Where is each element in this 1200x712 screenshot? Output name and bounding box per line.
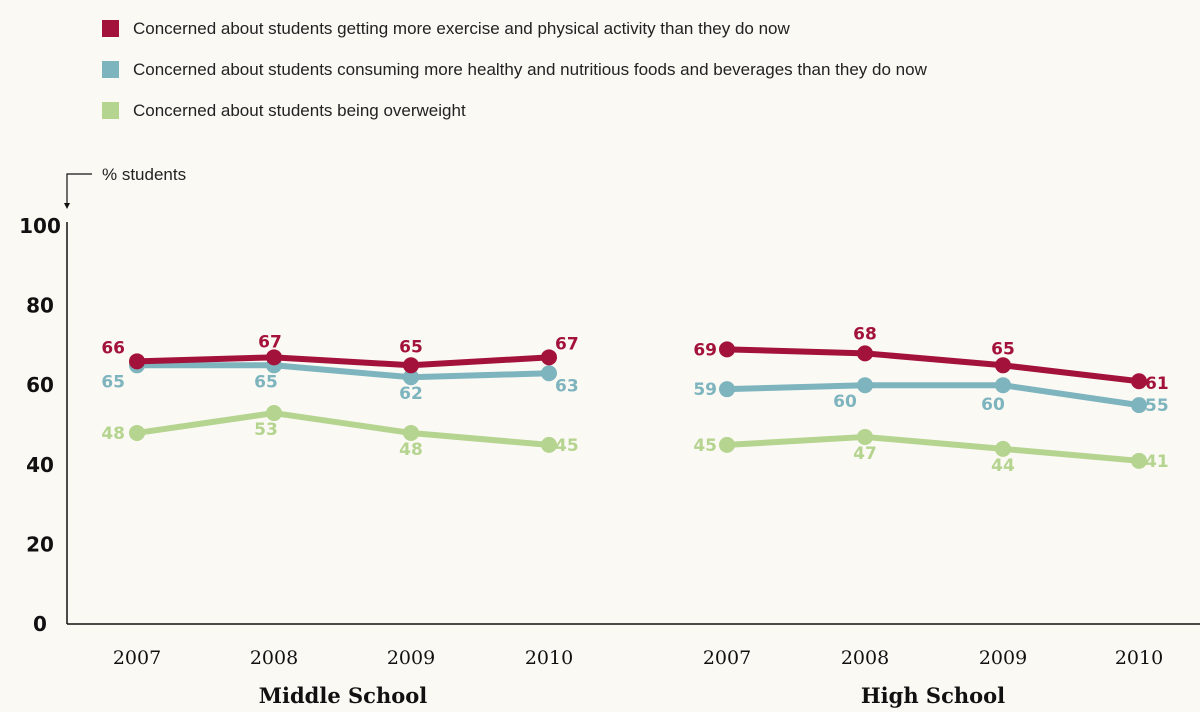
- data-point-overweight: [1131, 452, 1147, 469]
- group-label: Middle School: [259, 683, 427, 708]
- x-tick-label: 2007: [113, 647, 161, 669]
- x-tick-label: 2008: [841, 647, 889, 669]
- data-point-exercise: [719, 341, 735, 358]
- series-line-nutrition: [134, 362, 552, 381]
- data-point-overweight: [129, 424, 145, 441]
- y-tick-label: 100: [19, 214, 61, 238]
- data-label-exercise: 65: [991, 339, 1015, 359]
- data-label-overweight: 45: [693, 436, 717, 456]
- series-line-overweight: [134, 410, 552, 448]
- y-tick-label: 60: [26, 373, 54, 397]
- data-label-overweight: 48: [399, 440, 423, 460]
- legend-item-exercise: Concerned about students getting more ex…: [102, 8, 927, 49]
- data-point-nutrition: [995, 377, 1011, 394]
- data-label-nutrition: 59: [693, 380, 717, 400]
- legend-item-overweight: Concerned about students being overweigh…: [102, 90, 927, 131]
- data-label-nutrition: 62: [399, 384, 423, 404]
- x-tick-label: 2010: [1115, 647, 1163, 669]
- group-label: High School: [861, 683, 1005, 708]
- legend-swatch-overweight: [102, 102, 119, 119]
- y-tick-label: 80: [26, 294, 54, 318]
- data-label-overweight: 47: [853, 444, 877, 464]
- axes: % students 0 20 40 60 80 100 2007 2008 2009 2010 Mi…: [19, 165, 1200, 708]
- series-lines: [129, 341, 1147, 469]
- data-label-overweight: 48: [101, 424, 125, 444]
- data-label-nutrition: 60: [833, 392, 857, 412]
- legend-item-nutrition: Concerned about students consuming more …: [102, 49, 927, 90]
- data-point-exercise: [266, 349, 282, 366]
- data-point-exercise: [1131, 373, 1147, 390]
- data-point-exercise: [857, 345, 873, 362]
- unit-arrowhead-icon: [64, 203, 70, 209]
- data-label-exercise: 66: [101, 338, 125, 358]
- data-labels: 48 53 48 45 65 65 62 63 66 67 65 67 45 47 44 41 59 60 60 55…: [101, 324, 1168, 476]
- data-point-overweight: [719, 436, 735, 453]
- x-tick-label: 2009: [979, 647, 1027, 669]
- series-line-nutrition: [724, 382, 1142, 409]
- legend-swatch-nutrition: [102, 61, 119, 78]
- data-label-overweight: 44: [991, 456, 1015, 476]
- data-point-exercise: [995, 357, 1011, 374]
- unit-arrow-icon: [66, 173, 92, 204]
- series-line-overweight: [724, 433, 1142, 464]
- y-tick-label: 40: [26, 453, 54, 477]
- data-label-nutrition: 55: [1145, 396, 1169, 416]
- y-tick-label: 0: [33, 612, 47, 636]
- data-point-exercise: [129, 353, 145, 370]
- data-label-exercise: 61: [1145, 374, 1169, 394]
- series-line-exercise: [724, 346, 1142, 385]
- data-point-nutrition: [719, 381, 735, 398]
- legend-label-exercise: Concerned about students getting more ex…: [133, 18, 790, 38]
- data-label-overweight: 53: [254, 420, 278, 440]
- legend-label-overweight: Concerned about students being overweigh…: [133, 100, 466, 120]
- x-tick-label: 2008: [250, 647, 298, 669]
- data-point-exercise: [541, 349, 557, 366]
- data-label-exercise: 67: [258, 332, 282, 352]
- data-label-nutrition: 65: [254, 372, 278, 392]
- legend-swatch-exercise: [102, 20, 119, 37]
- y-tick-label: 20: [26, 532, 54, 556]
- data-point-overweight: [403, 424, 419, 441]
- x-tick-label: 2010: [525, 647, 573, 669]
- data-point-overweight: [995, 440, 1011, 457]
- y-unit-label: % students: [102, 165, 186, 184]
- data-label-nutrition: 65: [101, 372, 125, 392]
- data-label-exercise: 68: [853, 324, 877, 344]
- data-point-nutrition: [1131, 397, 1147, 414]
- data-label-exercise: 69: [693, 340, 717, 360]
- legend-label-nutrition: Concerned about students consuming more …: [133, 59, 927, 79]
- data-label-nutrition: 60: [981, 395, 1005, 415]
- series-line-exercise: [134, 354, 552, 369]
- data-label-exercise: 67: [555, 334, 579, 354]
- data-label-overweight: 45: [555, 436, 579, 456]
- data-point-overweight: [541, 436, 557, 453]
- legend: Concerned about students getting more ex…: [102, 8, 927, 131]
- x-tick-label: 2007: [703, 647, 751, 669]
- y-unit-indicator: % students: [64, 165, 186, 209]
- data-point-exercise: [403, 357, 419, 374]
- data-point-nutrition: [857, 377, 873, 394]
- data-label-nutrition: 63: [555, 376, 579, 396]
- data-point-nutrition: [541, 365, 557, 382]
- data-label-overweight: 41: [1145, 452, 1169, 472]
- data-point-overweight: [857, 428, 873, 445]
- data-label-exercise: 65: [399, 337, 423, 357]
- x-tick-label: 2009: [387, 647, 435, 669]
- data-point-overweight: [266, 405, 282, 422]
- data-point-nutrition: [403, 369, 419, 386]
